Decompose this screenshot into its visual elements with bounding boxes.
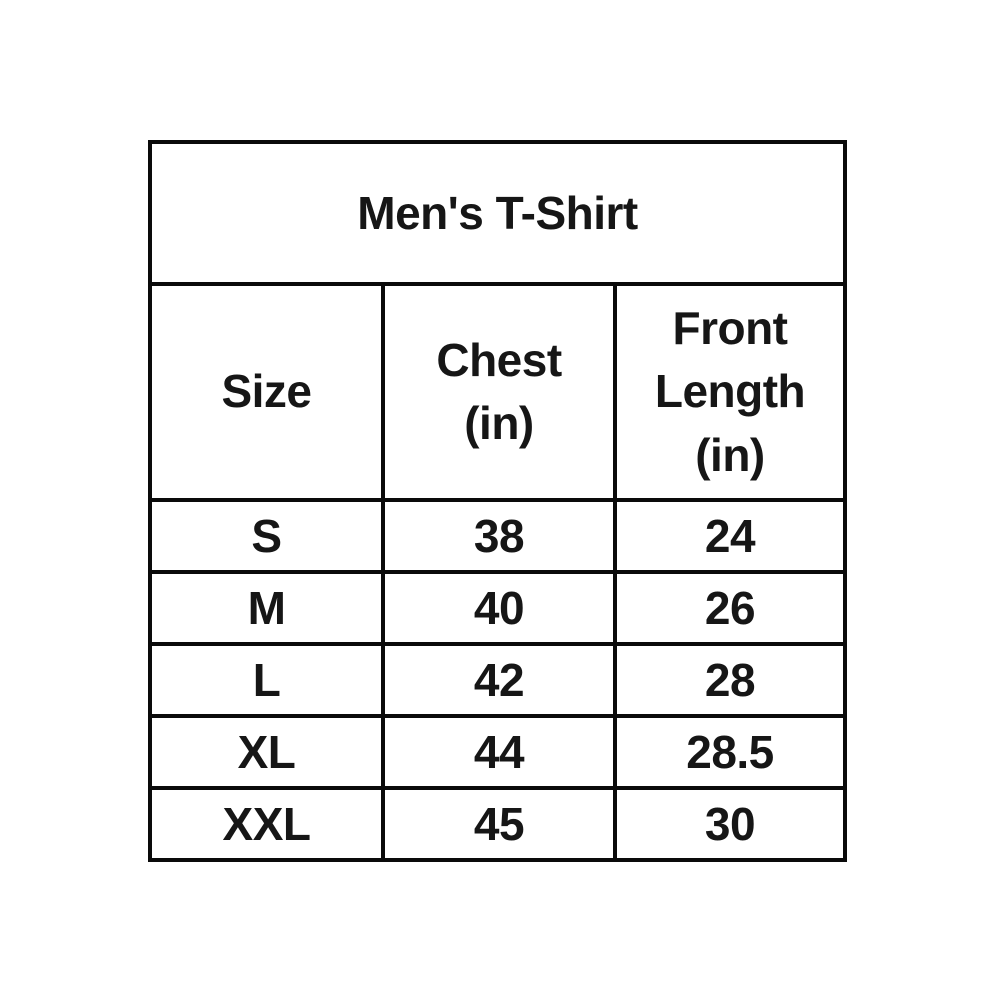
size-value: XXL: [148, 786, 385, 862]
front-length-value: 24: [613, 498, 847, 574]
table-row-m: M 40 26: [148, 570, 847, 646]
chest-value: 44: [381, 714, 617, 790]
column-header-front-length: Front Length (in): [613, 282, 847, 502]
front-length-value: 26: [613, 570, 847, 646]
table-row-xl: XL 44 28.5: [148, 714, 847, 790]
title-row: Men's T-Shirt: [148, 140, 847, 286]
table-row-s: S 38 24: [148, 498, 847, 574]
front-length-value: 28.5: [613, 714, 847, 790]
front-length-value: 30: [613, 786, 847, 862]
size-chart-table: Men's T-Shirt Size Chest (in) Front Leng…: [148, 140, 847, 862]
table-row-xxl: XXL 45 30: [148, 786, 847, 862]
chest-value: 45: [381, 786, 617, 862]
table-row-l: L 42 28: [148, 642, 847, 718]
size-value: M: [148, 570, 385, 646]
chest-value: 40: [381, 570, 617, 646]
chest-value: 42: [381, 642, 617, 718]
table-title: Men's T-Shirt: [148, 140, 847, 286]
size-value: XL: [148, 714, 385, 790]
size-value: L: [148, 642, 385, 718]
front-length-value: 28: [613, 642, 847, 718]
header-row: Size Chest (in) Front Length (in): [148, 282, 847, 502]
column-header-chest: Chest (in): [381, 282, 617, 502]
size-value: S: [148, 498, 385, 574]
column-header-size: Size: [148, 282, 385, 502]
chest-value: 38: [381, 498, 617, 574]
